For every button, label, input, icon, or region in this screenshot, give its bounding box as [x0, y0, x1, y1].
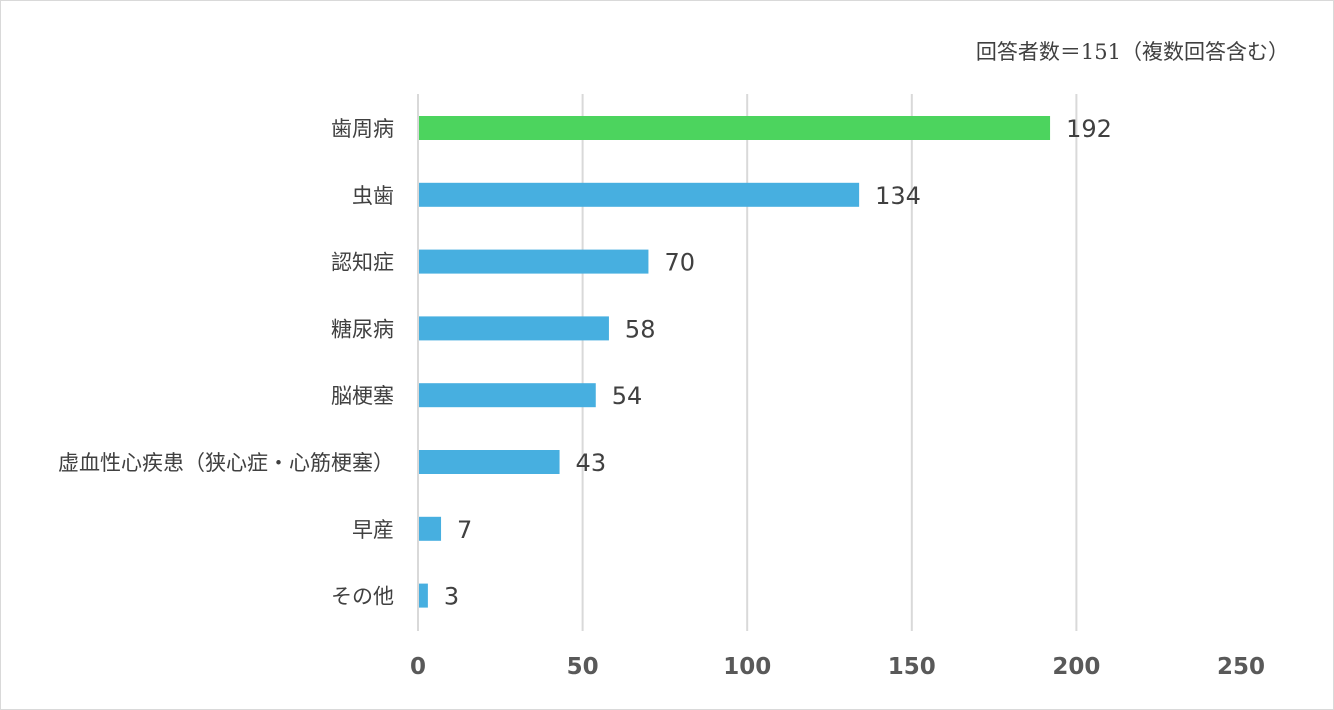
x-tick-label-0: 0	[410, 654, 426, 680]
x-tick-label-250: 250	[1217, 654, 1265, 680]
category-label-3: 糖尿病	[331, 317, 394, 341]
category-label-2: 認知症	[331, 251, 394, 275]
category-label-4: 脳梗塞	[331, 384, 394, 408]
category-label-6: 早産	[352, 518, 394, 542]
bar-4	[419, 383, 596, 408]
bar-2	[419, 249, 649, 274]
bar-6	[419, 516, 442, 541]
value-label-3: 58	[625, 315, 656, 343]
label-layer: 歯周病 192 虫歯 134 認知症 70 糖尿病 58 脳梗塞 54 虚血性心疾患（狭心症・心筋梗…	[58, 115, 1112, 611]
category-label-1: 虫歯	[352, 184, 394, 208]
bar-7	[419, 583, 428, 608]
x-axis-ticks: 0 50 100 150 200 250	[410, 654, 1265, 680]
bar-0	[419, 116, 1051, 140]
value-label-7: 3	[444, 583, 459, 611]
bar-layer	[419, 116, 1051, 608]
x-tick-label-50: 50	[567, 654, 599, 680]
value-label-0: 192	[1066, 115, 1112, 143]
value-label-1: 134	[875, 182, 921, 210]
bar-3	[419, 316, 609, 341]
respondent-note: 回答者数＝151（複数回答含む）	[976, 40, 1289, 64]
category-label-5: 虚血性心疾患（狭心症・心筋梗塞）	[58, 451, 394, 475]
value-label-5: 43	[576, 449, 607, 477]
value-label-2: 70	[664, 249, 695, 277]
grid-layer	[417, 94, 1078, 631]
x-tick-label-150: 150	[888, 654, 936, 680]
value-label-4: 54	[612, 382, 643, 410]
value-label-6: 7	[457, 516, 472, 544]
category-label-7: その他	[331, 585, 394, 609]
category-label-0: 歯周病	[331, 117, 394, 141]
x-tick-label-100: 100	[723, 654, 771, 680]
bar-1	[419, 182, 860, 207]
bar-5	[419, 450, 560, 474]
x-tick-label-200: 200	[1052, 654, 1100, 680]
